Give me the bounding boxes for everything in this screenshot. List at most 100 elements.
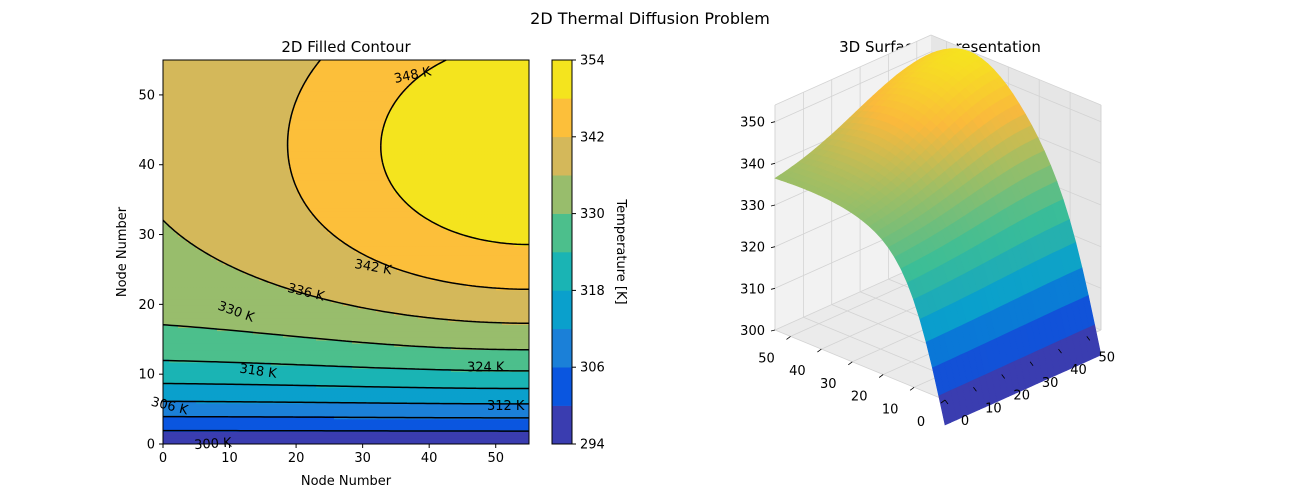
contour-fill-cell: [166, 431, 169, 435]
contour-fill-cell: [187, 362, 190, 366]
contour-fill-cell: [208, 350, 211, 354]
contour-fill-cell: [460, 343, 463, 347]
contour-fill-cell: [214, 337, 217, 341]
contour-fill-cell: [514, 425, 517, 429]
contour-fill-cell: [268, 343, 271, 347]
contour-fill-cell: [442, 359, 445, 363]
contour-fill-cell: [325, 328, 328, 332]
contour-fill-cell: [358, 409, 361, 413]
contour-fill-cell: [373, 397, 376, 401]
contour-fill-cell: [304, 394, 307, 398]
contour-fill-cell: [199, 422, 202, 426]
contour-fill-cell: [277, 438, 280, 442]
contour-fill-cell: [259, 422, 262, 426]
contour-fill-cell: [397, 362, 400, 366]
contour-fill-cell: [520, 337, 523, 341]
contour-fill-cell: [223, 337, 226, 341]
contour-fill-cell: [163, 318, 166, 322]
contour-fill-cell: [499, 324, 502, 328]
contour-fill-cell: [499, 353, 502, 357]
contour-fill-cell: [262, 315, 265, 319]
contour-fill-cell: [289, 425, 292, 429]
contour-fill-cell: [340, 356, 343, 360]
contour-fill-cell: [460, 340, 463, 344]
contour-fill-cell: [376, 431, 379, 435]
contour-fill-cell: [523, 394, 526, 398]
contour-fill-cell: [379, 397, 382, 401]
contour-fill-cell: [301, 375, 304, 379]
contour-fill-cell: [265, 397, 268, 401]
contour-fill-cell: [340, 324, 343, 328]
contour-fill-cell: [292, 435, 295, 439]
contour-fill-cell: [394, 397, 397, 401]
contour-fill-cell: [259, 394, 262, 398]
contour-fill-cell: [463, 419, 466, 423]
contour-fill-cell: [220, 425, 223, 429]
contour-fill-cell: [208, 340, 211, 344]
contour-fill-cell: [523, 359, 526, 363]
contour-fill-cell: [352, 334, 355, 338]
contour-fill-cell: [175, 343, 178, 347]
contour-fill-cell: [388, 406, 391, 410]
contour-fill-cell: [505, 425, 508, 429]
contour-fill-cell: [313, 328, 316, 332]
contour-fill-cell: [475, 337, 478, 341]
contour-fill-cell: [475, 340, 478, 344]
contour-fill-cell: [280, 387, 283, 391]
contour-fill-cell: [520, 365, 523, 369]
contour-fill-cell: [412, 409, 415, 413]
contour-fill-cell: [430, 365, 433, 369]
contour-fill-cell: [379, 368, 382, 372]
contour-fill-cell: [361, 356, 364, 360]
contour-fill-cell: [502, 431, 505, 435]
contour-fill-cell: [187, 340, 190, 344]
contour-fill-cell: [409, 409, 412, 413]
contour-fill-cell: [424, 375, 427, 379]
contour-fill-cell: [382, 438, 385, 442]
contour-fill-cell: [481, 400, 484, 404]
contour-fill-cell: [427, 337, 430, 341]
contour-fill-cell: [328, 346, 331, 350]
contour-fill-cell: [457, 362, 460, 366]
contour-fill-cell: [457, 372, 460, 376]
contour-fill-cell: [343, 315, 346, 319]
contour-fill-cell: [172, 438, 175, 442]
contour-fill-cell: [481, 394, 484, 398]
contour-fill-cell: [217, 397, 220, 401]
contour-fill-cell: [232, 413, 235, 417]
contour-fill-cell: [265, 422, 268, 426]
contour-fill-cell: [193, 368, 196, 372]
contour-fill-cell: [313, 321, 316, 325]
contour-fill-cell: [439, 413, 442, 417]
contour-fill-cell: [211, 413, 214, 417]
contour-fill-cell: [286, 337, 289, 341]
contour-fill-cell: [265, 359, 268, 363]
contour-fill-cell: [211, 409, 214, 413]
contour-fill-cell: [514, 318, 517, 322]
contour-fill-cell: [463, 381, 466, 385]
contour-fill-cell: [166, 425, 169, 429]
contour-fill-cell: [337, 409, 340, 413]
contour-fill-cell: [334, 331, 337, 335]
contour-fill-cell: [508, 337, 511, 341]
contour-fill-cell: [352, 409, 355, 413]
contour-fill-cell: [322, 328, 325, 332]
contour-fill-cell: [352, 368, 355, 372]
contour-fill-cell: [322, 372, 325, 376]
contour-fill-cell: [508, 318, 511, 322]
contour-fill-cell: [286, 315, 289, 319]
contour-fill-cell: [295, 406, 298, 410]
contour-fill-cell: [229, 321, 232, 325]
contour-fill-cell: [358, 368, 361, 372]
contour-fill-cell: [346, 356, 349, 360]
contour-fill-cell: [196, 425, 199, 429]
contour-fill-cell: [202, 340, 205, 344]
contour-fill-cell: [175, 435, 178, 439]
contour-fill-cell: [340, 328, 343, 332]
contour-fill-cell: [334, 381, 337, 385]
contour-fill-cell: [187, 435, 190, 439]
contour-fill-cell: [166, 419, 169, 423]
contour-fill-cell: [394, 324, 397, 328]
contour-fill-cell: [274, 359, 277, 363]
contour-fill-cell: [418, 390, 421, 394]
